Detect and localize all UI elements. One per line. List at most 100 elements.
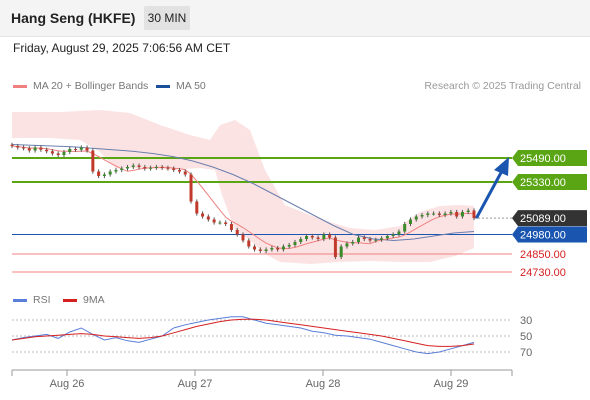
candle-body: [455, 212, 459, 217]
rsi-line: [11, 316, 475, 355]
legend-ma50-label: MA 50: [176, 80, 206, 92]
candle-body: [27, 148, 31, 151]
candle-body: [45, 149, 49, 152]
rsi-level-label: 30: [520, 315, 532, 327]
candle-body: [201, 213, 205, 217]
candle-body: [79, 147, 83, 150]
candle-body: [68, 149, 72, 152]
candle-body: [339, 246, 343, 257]
header-bar: Hang Seng (HKFE) 30 MIN: [0, 0, 590, 37]
candle-body: [224, 222, 228, 224]
rsi-ma-line: [11, 318, 475, 347]
candle-body: [218, 222, 222, 224]
candle-body: [310, 236, 314, 238]
timestamp: Friday, August 29, 2025 7:06:56 AM CET: [13, 41, 231, 55]
x-tick-label: Aug 27: [178, 378, 213, 390]
level-label-bg: [512, 174, 587, 190]
candle-body: [299, 239, 303, 242]
candle-body: [108, 171, 112, 175]
candle-body: [385, 236, 389, 239]
instrument-title: Hang Seng (HKFE): [11, 10, 136, 26]
x-tick-label: Aug 26: [50, 378, 85, 390]
legend-ma20-label: MA 20 + Bollinger Bands: [33, 80, 149, 92]
rsi-panel: 70 50 30: [11, 315, 532, 359]
candle-body: [120, 168, 124, 170]
candle-body: [114, 170, 118, 172]
candle-body: [397, 231, 401, 235]
candle-body: [10, 144, 14, 146]
level-label-bg: [512, 226, 587, 243]
candle-body: [368, 239, 372, 241]
candle-body: [131, 165, 135, 167]
candle-body: [380, 238, 384, 240]
candle-body: [97, 171, 101, 176]
legend-rsi-label: RSI: [33, 294, 51, 306]
candle-body: [316, 237, 320, 239]
candle-body: [183, 171, 187, 175]
rsi-ma-swatch: [63, 298, 77, 302]
legend-rsi-ma: 9MA: [63, 294, 105, 306]
candle-body: [420, 215, 424, 217]
candle-body: [16, 146, 20, 148]
candle-body: [253, 246, 257, 250]
candle-body: [449, 212, 453, 214]
candle-body: [345, 243, 349, 247]
level-label-bg: [512, 150, 587, 166]
candle-body: [160, 167, 164, 168]
x-tick-label: Aug 28: [306, 378, 341, 390]
candle-body: [143, 167, 147, 169]
candle-body: [293, 242, 297, 245]
price-level-labels: 25490.00 25330.00 25089.00 24980.00 24850.00…: [512, 150, 587, 279]
candles: [10, 142, 476, 260]
level-label-text: 25089.00: [520, 213, 566, 225]
candle-body: [333, 237, 337, 257]
candle-body: [362, 237, 366, 239]
candle-body: [287, 245, 291, 247]
candle-body: [437, 213, 441, 215]
x-axis: Aug 26 Aug 27 Aug 28 Aug 29: [11, 369, 513, 390]
candle-body: [166, 167, 170, 169]
candle-body: [374, 239, 378, 241]
timeframe-badge[interactable]: 30 MIN: [144, 6, 190, 30]
candle-body: [56, 153, 60, 155]
candle-body: [91, 150, 95, 172]
forecast-arrow: [475, 157, 509, 219]
candle-body: [351, 242, 355, 244]
candle-body: [229, 224, 233, 230]
candle-body: [189, 174, 193, 202]
candle-body: [102, 174, 106, 176]
rsi-level-label: 70: [520, 347, 532, 359]
candle-body: [149, 167, 153, 169]
ma50-line: [11, 144, 475, 242]
candle-body: [270, 248, 274, 250]
candle-body: [154, 167, 158, 168]
candle-body: [172, 168, 176, 170]
level-label-text: 24850.00: [520, 249, 566, 261]
candle-body: [466, 210, 470, 212]
ma20-line: [11, 145, 475, 250]
candle-body: [432, 213, 436, 215]
candle-body: [247, 240, 251, 247]
candle-body: [403, 224, 407, 232]
ma20-swatch: [13, 84, 27, 88]
candle-body: [177, 170, 181, 172]
candle-body: [62, 152, 66, 155]
bollinger-band: [12, 110, 474, 264]
rsi-level-label: 50: [520, 331, 532, 343]
candle-body: [426, 213, 430, 215]
candle-body: [391, 234, 395, 236]
legend-rsi: RSI: [13, 294, 51, 306]
candle-body: [281, 246, 285, 250]
legend-rsi-ma-label: 9MA: [83, 294, 105, 306]
forecast-arrow-head: [494, 157, 509, 176]
candle-body: [357, 237, 360, 242]
level-label-text: 25330.00: [520, 177, 566, 189]
price-levels: [12, 157, 512, 273]
candle-body: [50, 151, 54, 154]
candle-body: [322, 234, 326, 239]
candle-body: [137, 165, 141, 167]
ma50-swatch: [156, 84, 170, 88]
candle-body: [195, 201, 199, 214]
rsi-swatch: [13, 298, 27, 302]
